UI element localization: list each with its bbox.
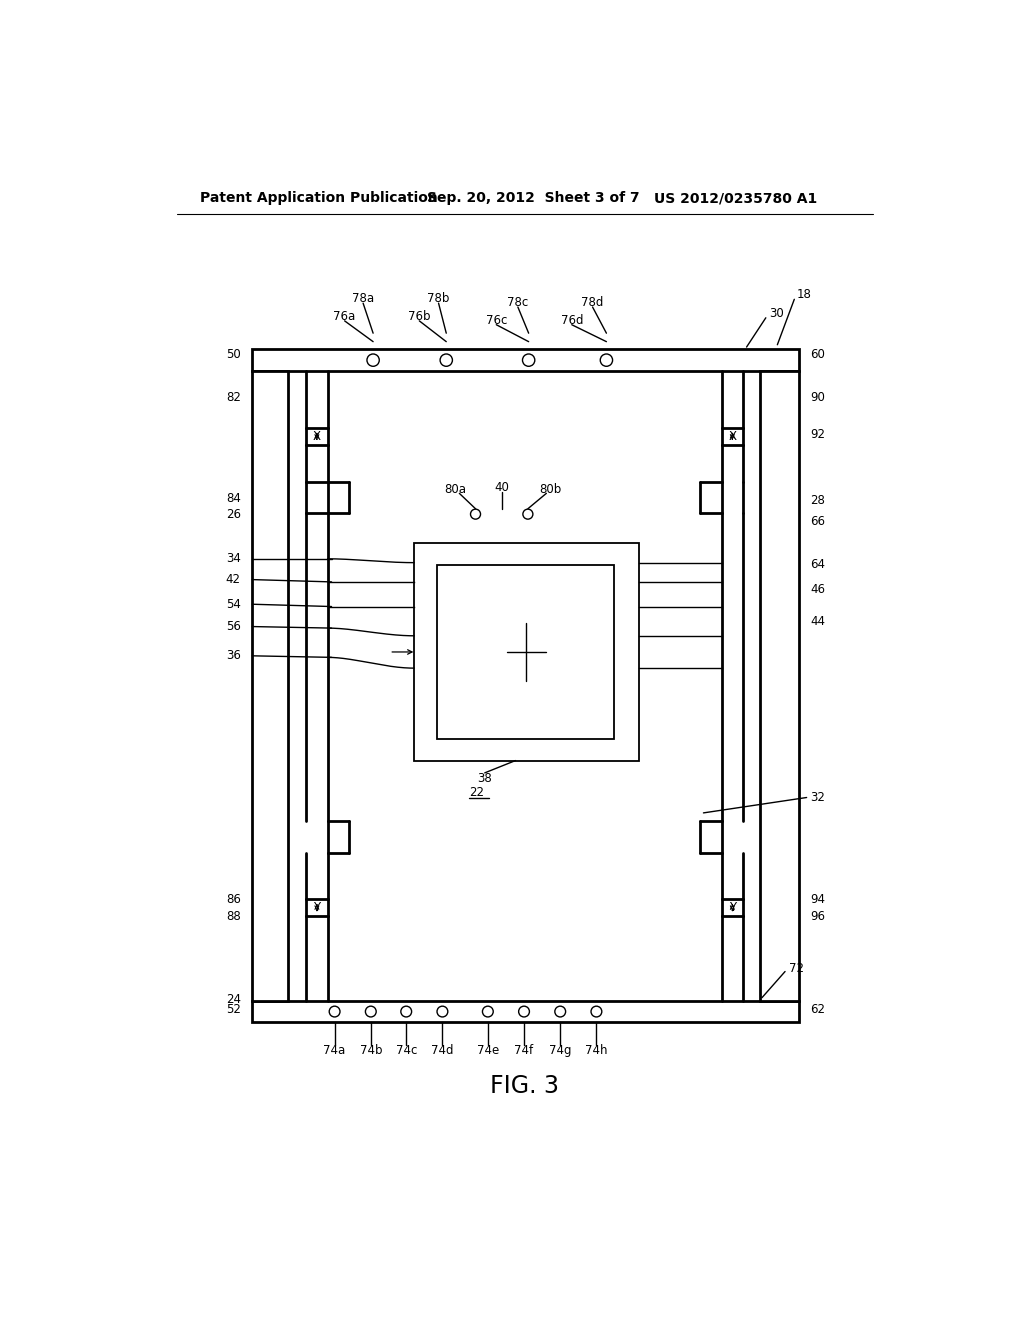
Text: 22: 22 [470, 787, 484, 800]
Text: 80b: 80b [539, 483, 561, 496]
Text: 66: 66 [810, 515, 825, 528]
Text: 74d: 74d [431, 1044, 454, 1056]
Text: 30: 30 [770, 308, 784, 321]
Text: 86: 86 [226, 892, 241, 906]
Text: Patent Application Publication: Patent Application Publication [200, 191, 437, 206]
Text: X: X [728, 430, 736, 444]
Text: 52: 52 [226, 1003, 241, 1016]
Text: 74h: 74h [585, 1044, 607, 1056]
Text: 40: 40 [495, 482, 509, 495]
Text: 46: 46 [810, 583, 825, 597]
Text: X: X [313, 430, 321, 444]
Bar [437, 565, 614, 739]
Text: 78a: 78a [352, 292, 374, 305]
Text: 76b: 76b [408, 310, 430, 323]
Text: 74e: 74e [477, 1044, 499, 1056]
Text: 74g: 74g [549, 1044, 571, 1056]
Text: 76a: 76a [334, 310, 355, 323]
Text: 82: 82 [226, 391, 241, 404]
Text: FIG. 3: FIG. 3 [490, 1074, 559, 1098]
Text: 36: 36 [226, 649, 241, 663]
Text: 74f: 74f [514, 1044, 534, 1056]
Text: US 2012/0235780 A1: US 2012/0235780 A1 [654, 191, 817, 206]
Text: 90: 90 [810, 391, 825, 404]
Bar [252, 371, 289, 1001]
Text: 76d: 76d [560, 314, 583, 326]
Text: 34: 34 [226, 552, 241, 565]
Text: 60: 60 [810, 348, 825, 362]
Text: 92: 92 [810, 428, 825, 441]
Text: 28: 28 [810, 494, 825, 507]
Text: 50: 50 [226, 348, 241, 362]
Text: 64: 64 [810, 557, 825, 570]
Text: 84: 84 [226, 492, 241, 506]
Text: 94: 94 [810, 892, 825, 906]
Text: 38: 38 [477, 772, 493, 785]
Text: 80a: 80a [444, 483, 467, 496]
Bar [252, 1001, 799, 1022]
Text: 32: 32 [810, 791, 825, 804]
Text: 74c: 74c [395, 1044, 417, 1056]
Text: Y: Y [729, 902, 736, 915]
Text: 56: 56 [226, 620, 241, 634]
Text: 44: 44 [810, 615, 825, 628]
Text: 54: 54 [226, 598, 241, 611]
Text: Sep. 20, 2012  Sheet 3 of 7: Sep. 20, 2012 Sheet 3 of 7 [427, 191, 640, 206]
Bar [414, 544, 639, 760]
Text: 74b: 74b [359, 1044, 382, 1056]
Text: 76c: 76c [485, 314, 507, 326]
Text: 72: 72 [788, 962, 804, 975]
Text: Y: Y [313, 902, 321, 915]
Text: 74a: 74a [324, 1044, 346, 1056]
Text: 88: 88 [226, 911, 241, 924]
Text: 96: 96 [810, 911, 825, 924]
Text: 26: 26 [225, 508, 241, 520]
Text: 18: 18 [797, 288, 811, 301]
Text: 78d: 78d [582, 296, 604, 309]
Text: 78b: 78b [427, 292, 450, 305]
Bar [252, 350, 799, 371]
Text: 78c: 78c [507, 296, 528, 309]
Bar [761, 371, 799, 1001]
Text: 62: 62 [810, 1003, 825, 1016]
Text: 42: 42 [225, 573, 241, 586]
Text: 24: 24 [225, 993, 241, 1006]
